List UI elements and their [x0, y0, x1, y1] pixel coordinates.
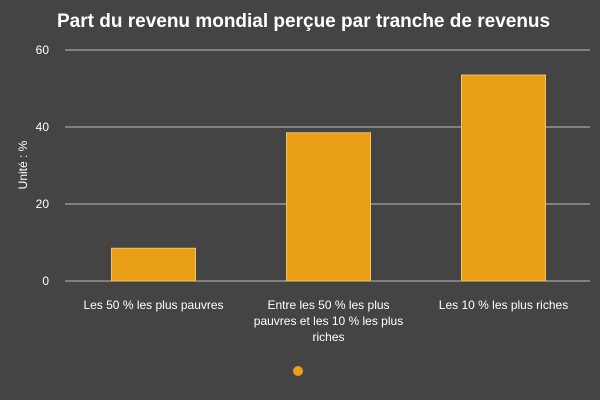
x-category-label: Entre les 50 % les plus pauvres et les 10…: [254, 298, 403, 344]
legend-marker[interactable]: [293, 366, 303, 376]
bar[interactable]: [461, 74, 546, 282]
x-category-label-line: Les 10 % les plus riches: [439, 298, 568, 312]
y-tick-label: 0: [42, 274, 49, 288]
x-category-label: Les 10 % les plus riches: [439, 298, 568, 312]
x-axis-labels: Les 50 % les plus pauvres Entre les 50 % …: [83, 298, 568, 344]
y-tick-label: 20: [36, 197, 50, 211]
x-category-label-line: pauvres et les 10 % les plus: [254, 314, 403, 328]
bar[interactable]: [111, 247, 196, 282]
x-category-label-line: Entre les 50 % les plus: [267, 298, 389, 312]
y-tick-label: 60: [36, 43, 50, 57]
x-category-label-line: Les 50 % les plus pauvres: [83, 298, 223, 312]
y-axis-ticks: 0 20 40 60: [36, 43, 50, 288]
bar[interactable]: [286, 132, 371, 282]
y-tick-label: 40: [36, 120, 50, 134]
bars: [111, 74, 546, 282]
y-axis-label: Unité : %: [16, 140, 30, 189]
x-category-label-line: riches: [312, 330, 344, 344]
chart-title: Part du revenu mondial perçue par tranch…: [57, 11, 550, 32]
x-category-label: Les 50 % les plus pauvres: [83, 298, 223, 312]
